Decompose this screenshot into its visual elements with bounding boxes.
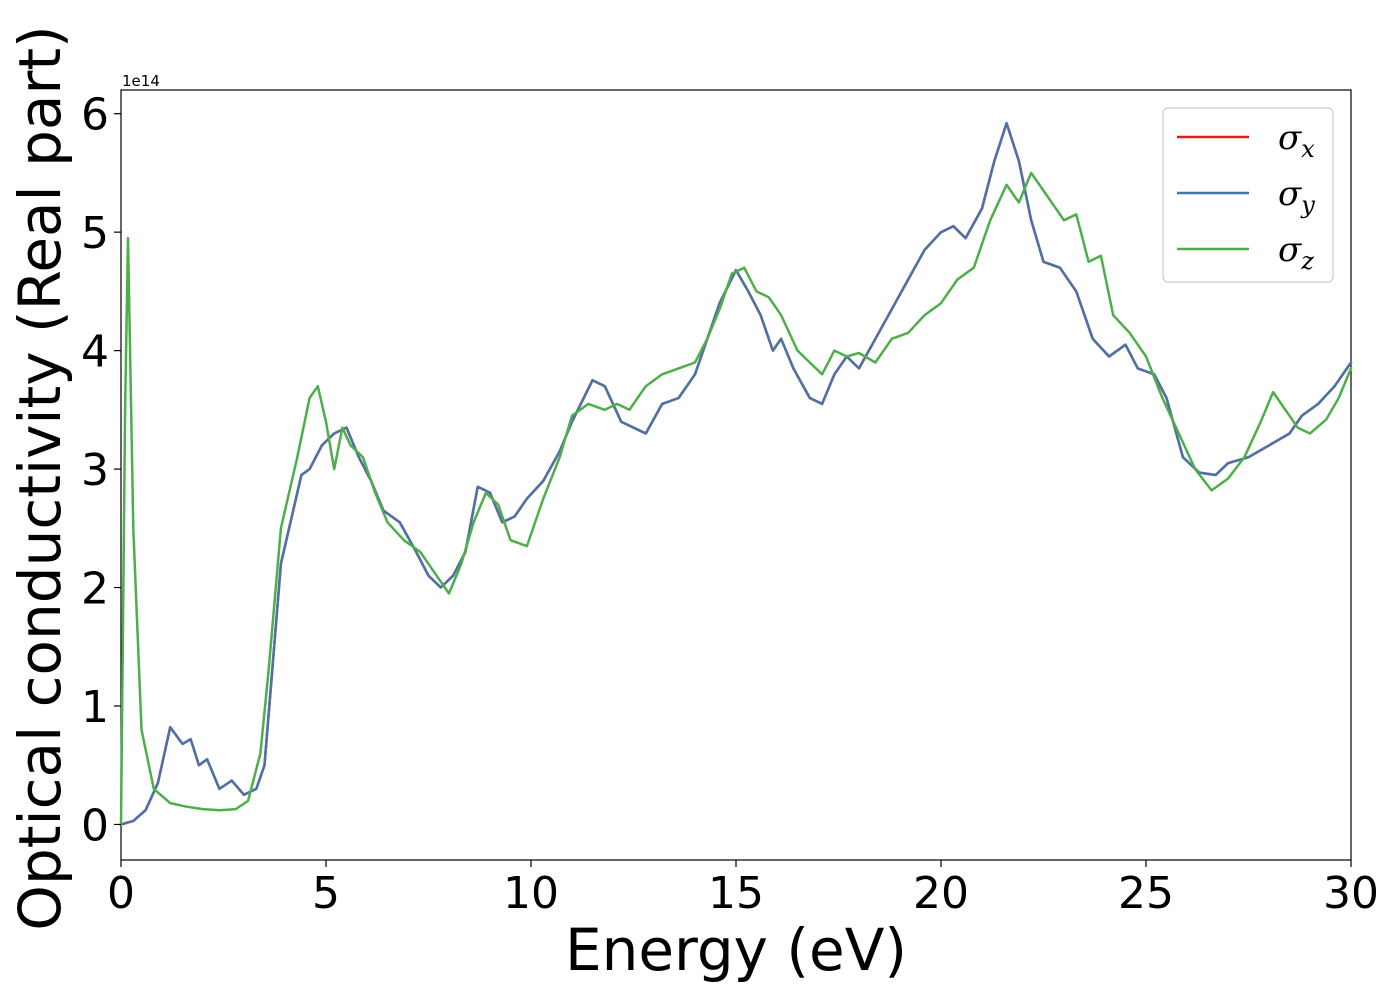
y-tick-label: 2 <box>81 564 109 615</box>
legend-label-z: σz <box>1278 230 1314 275</box>
x-axis-title: Energy (eV) <box>565 916 907 984</box>
series-line-σz <box>119 171 1353 826</box>
y-tick-label: 3 <box>81 445 109 496</box>
legend-subscript-y: y <box>1300 191 1315 219</box>
series-line-σy <box>119 121 1353 826</box>
x-tick-label: 15 <box>708 868 764 919</box>
x-tick-label: 5 <box>312 868 340 919</box>
y-tick-label: 0 <box>81 800 109 851</box>
y-tick-label: 5 <box>81 208 109 259</box>
y-axis-title: Optical conductivity (Real part) <box>6 25 74 930</box>
legend-box <box>1162 107 1334 283</box>
x-tick-label: 0 <box>107 868 135 919</box>
legend-subscript-x: x <box>1301 135 1315 163</box>
x-tick-label: 10 <box>503 868 559 919</box>
y-axis: 0 1 2 3 4 5 6 <box>81 90 121 851</box>
x-tick-label: 20 <box>913 868 969 919</box>
x-axis: 0 5 10 15 20 25 30 <box>107 860 1379 919</box>
y-tick-label: 1 <box>81 682 109 733</box>
y-tick-label: 6 <box>81 90 109 141</box>
x-tick-label: 25 <box>1118 868 1174 919</box>
y-tick-label: 4 <box>81 327 109 378</box>
legend-subscript-z: z <box>1300 247 1314 275</box>
y-offset-label: 1e14 <box>122 72 160 90</box>
series-layer <box>119 121 1353 826</box>
x-tick-label: 30 <box>1323 868 1379 919</box>
